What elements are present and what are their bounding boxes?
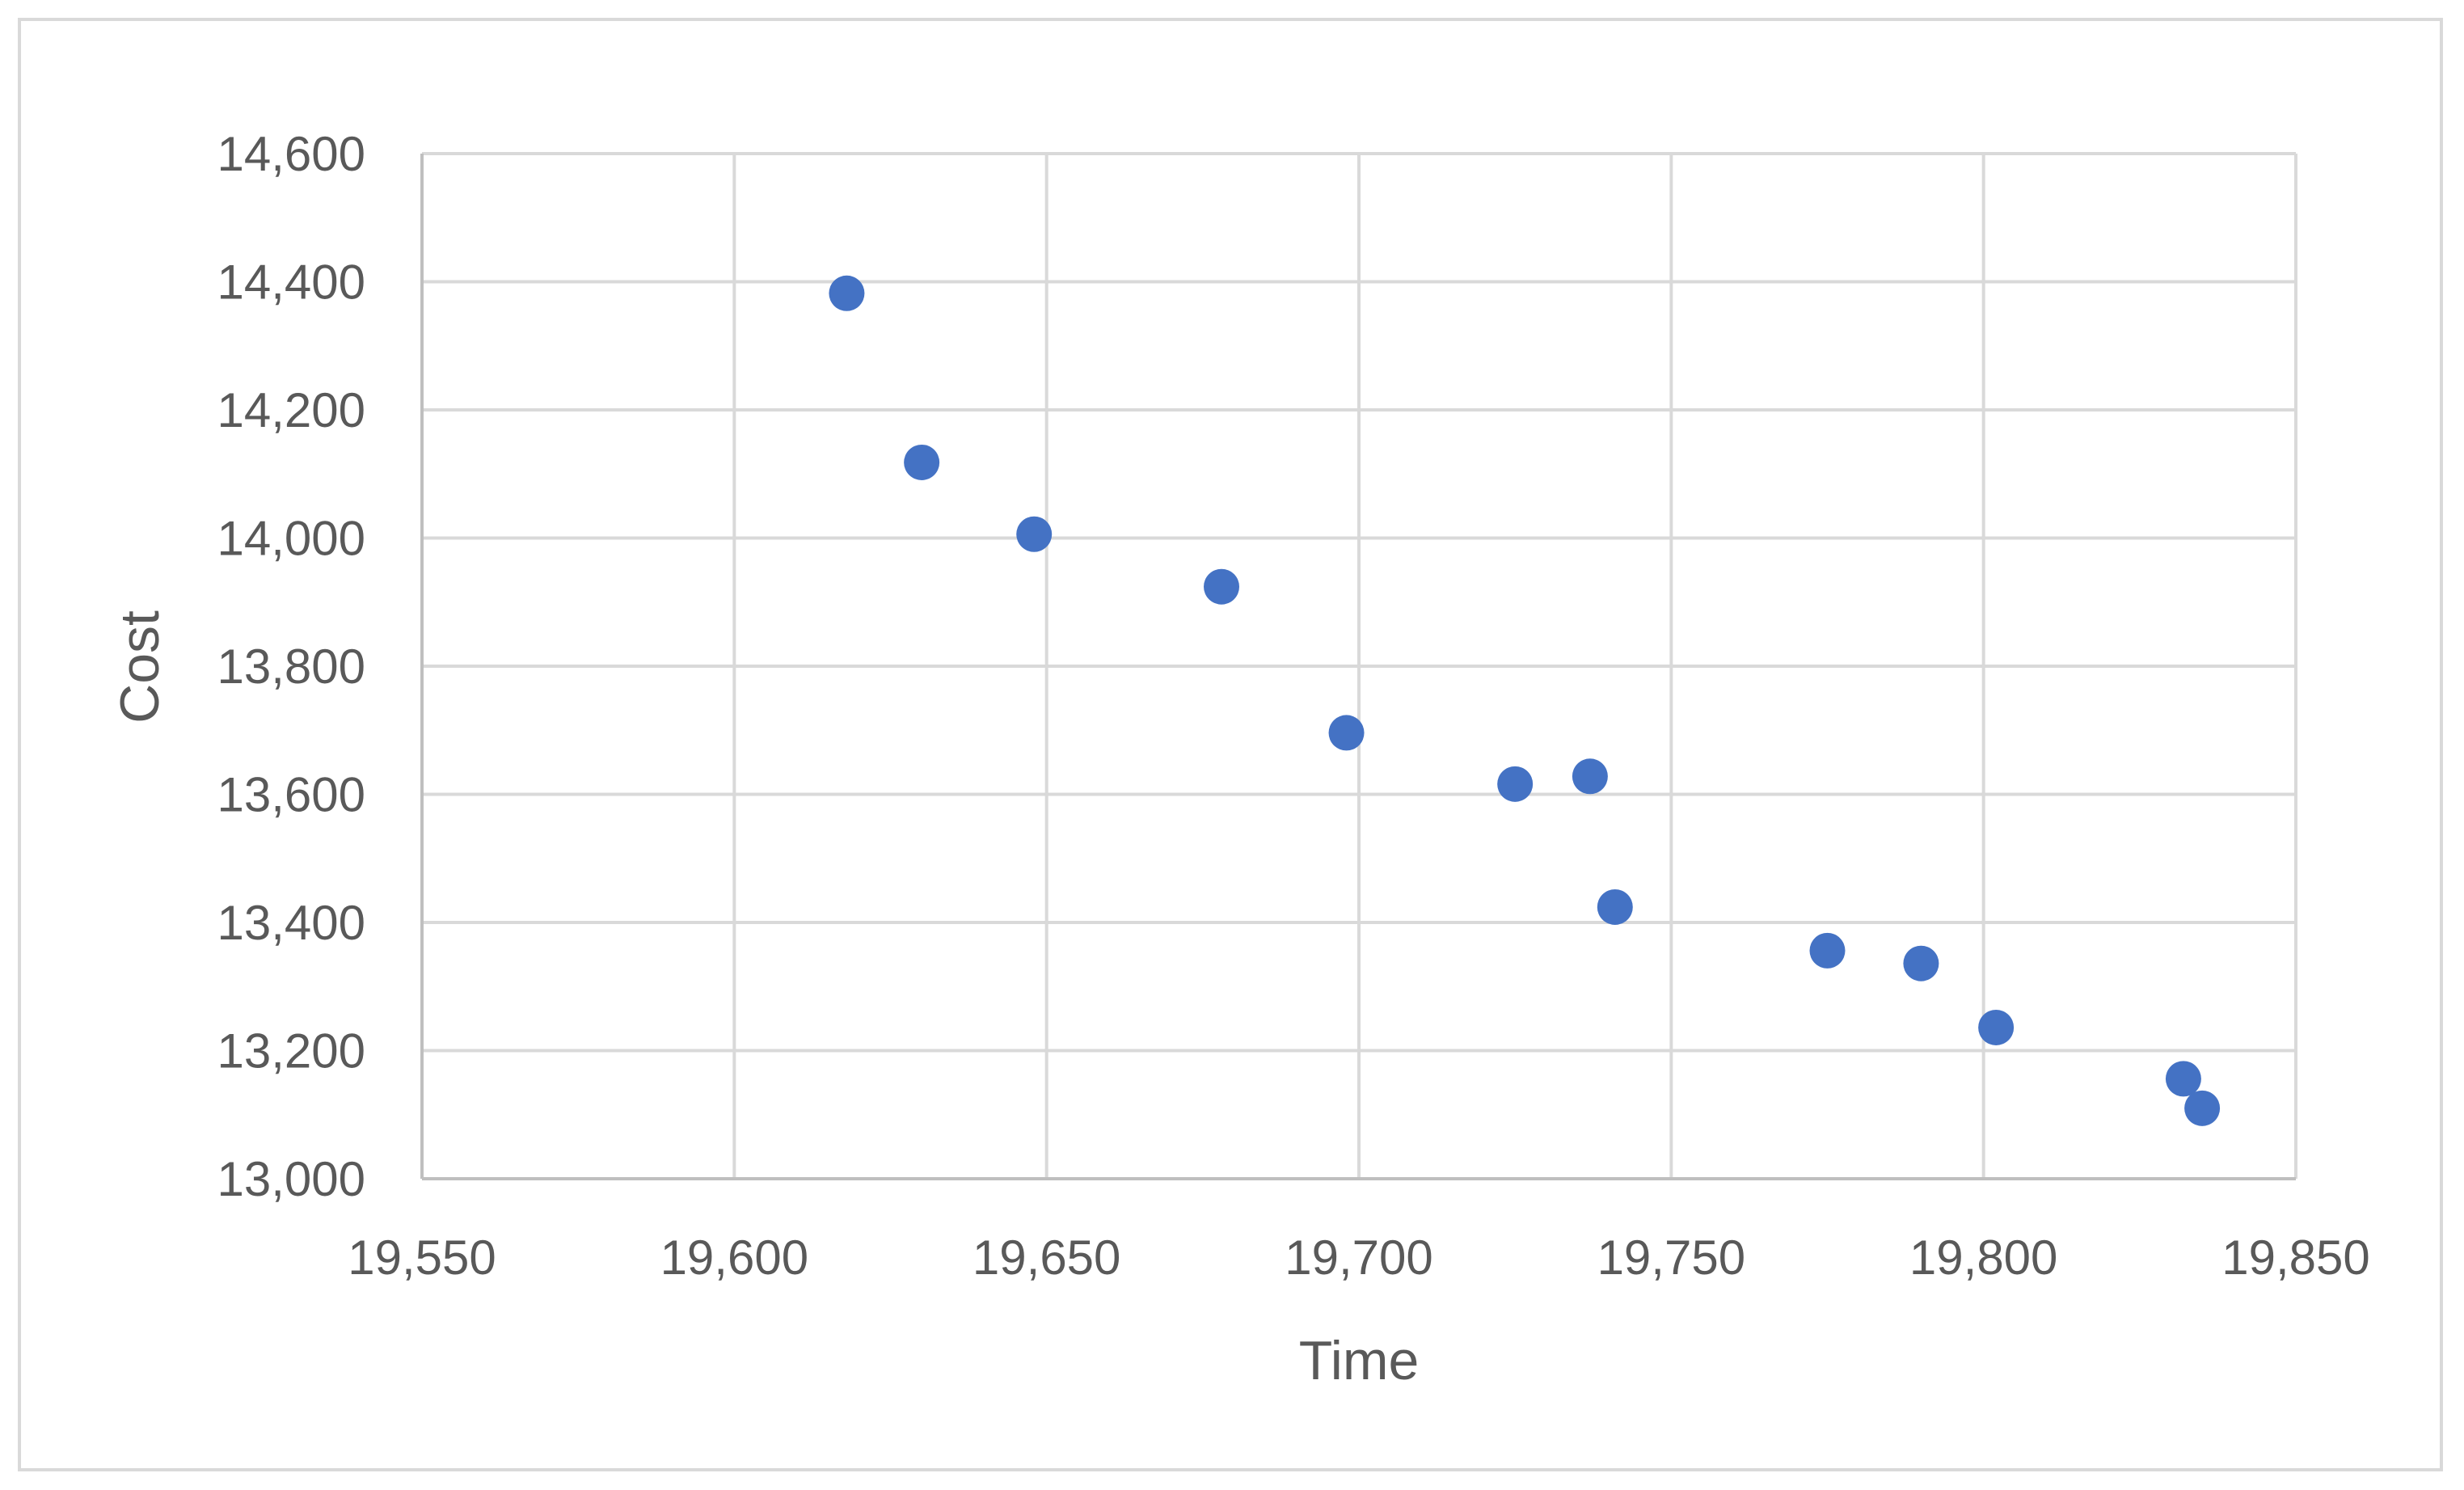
data-point — [1328, 715, 1365, 751]
x-tick-label: 19,650 — [973, 1230, 1121, 1285]
data-point — [1597, 889, 1633, 925]
y-tick-label: 14,600 — [217, 127, 365, 181]
x-tick-label: 19,750 — [1597, 1230, 1746, 1285]
y-tick-label: 13,600 — [217, 768, 365, 822]
x-tick-label: 19,850 — [2221, 1230, 2370, 1285]
data-point — [2184, 1090, 2221, 1126]
data-point — [1016, 516, 1053, 552]
y-tick-label: 13,400 — [217, 896, 365, 950]
y-tick-label: 13,000 — [217, 1152, 365, 1206]
data-point — [1978, 1009, 2015, 1045]
x-tick-label: 19,550 — [348, 1230, 496, 1285]
data-points — [829, 275, 2221, 1126]
data-point — [1204, 568, 1240, 605]
data-point — [1572, 758, 1608, 795]
data-point — [1903, 945, 1939, 981]
gridlines — [420, 152, 2297, 1180]
x-axis-title: Time — [1299, 1330, 1420, 1391]
data-point — [904, 444, 940, 480]
data-point — [1809, 932, 1846, 969]
data-point — [1497, 766, 1534, 802]
y-tick-labels: 13,000 13,200 13,400 13,600 13,800 14,000 14,2… — [217, 127, 365, 1206]
y-tick-label: 14,400 — [217, 255, 365, 310]
x-tick-label: 19,800 — [1909, 1230, 2058, 1285]
y-axis-title: Cost — [109, 610, 171, 724]
x-tick-label: 19,700 — [1285, 1230, 1433, 1285]
x-tick-label: 19,600 — [660, 1230, 809, 1285]
data-point — [2165, 1061, 2201, 1097]
axes — [420, 154, 2296, 1180]
y-tick-label: 13,200 — [217, 1024, 365, 1078]
data-point — [829, 275, 865, 311]
y-tick-label: 13,800 — [217, 639, 365, 694]
y-tick-label: 14,000 — [217, 512, 365, 566]
x-tick-labels: 19,550 19,600 19,650 19,700 19,750 19,800 19,8… — [348, 1230, 2370, 1285]
y-tick-label: 14,200 — [217, 383, 365, 437]
